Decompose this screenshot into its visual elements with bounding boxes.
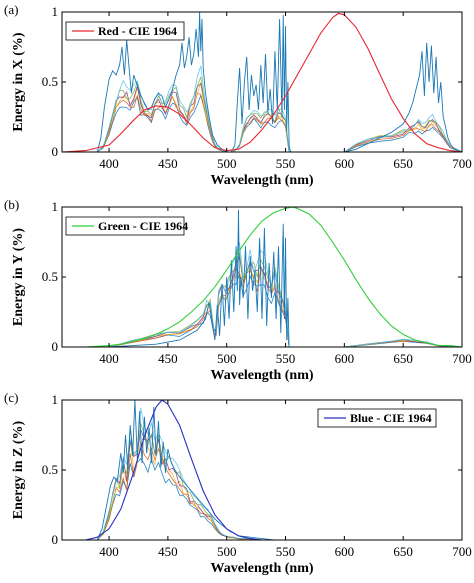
panel-2: 400 450 500 550 600 650 700 0 0.5 1 Wavelength (nm… xyxy=(4,197,472,383)
x-tick-label: 700 xyxy=(452,351,472,366)
x-axis-label: Wavelength (nm) xyxy=(210,368,313,383)
measured-spectrum-line-3 xyxy=(62,82,462,152)
x-tick-label: 600 xyxy=(335,544,355,559)
x-tick-label: 600 xyxy=(335,351,355,366)
plot-area xyxy=(62,399,462,540)
legend-entry: Blue - CIE 1964 xyxy=(350,411,432,425)
x-tick-label: 650 xyxy=(393,156,413,171)
x-tick-label: 500 xyxy=(217,156,237,171)
y-tick-label: 0.5 xyxy=(42,269,58,284)
x-tick-label: 700 xyxy=(452,544,472,559)
cie-reference-curve xyxy=(62,206,462,347)
x-tick-label: 400 xyxy=(99,544,119,559)
x-tick-label: 600 xyxy=(335,156,355,171)
plot-area xyxy=(62,11,462,152)
y-axis-label: Energy in Y (%) xyxy=(11,228,26,326)
y-tick-label: 0.5 xyxy=(42,74,58,89)
x-tick-label: 550 xyxy=(276,351,296,366)
x-tick-label: 450 xyxy=(158,544,178,559)
legend: Blue - CIE 1964 xyxy=(317,408,437,428)
legend-box xyxy=(317,408,437,428)
x-axis-label: Wavelength (nm) xyxy=(210,173,313,188)
legend-box xyxy=(65,21,185,41)
y-tick-label: 1 xyxy=(52,4,59,19)
legend-entry: Green - CIE 1964 xyxy=(98,219,188,233)
legend-entry: Red - CIE 1964 xyxy=(98,24,177,38)
measured-spectrum-line-5 xyxy=(62,252,462,347)
panel-3: 400 450 500 550 600 650 700 0 0.5 1 Wavelength (nm… xyxy=(4,390,472,576)
measured-spectrum-line-2 xyxy=(62,441,462,540)
cie-reference-curve xyxy=(62,12,462,152)
x-tick-label: 450 xyxy=(158,156,178,171)
cie-reference-curve xyxy=(62,399,462,540)
legend: Green - CIE 1964 xyxy=(65,216,188,236)
y-axis-label: Energy in X (%) xyxy=(11,32,26,132)
x-tick-label: 550 xyxy=(276,156,296,171)
x-tick-label: 650 xyxy=(393,544,413,559)
y-axis-label: Energy in Z (%) xyxy=(11,420,26,519)
x-tick-label: 400 xyxy=(99,351,119,366)
x-tick-label: 450 xyxy=(158,351,178,366)
measured-spectrum-line-6 xyxy=(62,242,462,347)
y-tick-label: 1 xyxy=(52,199,59,214)
legend-box xyxy=(65,216,185,236)
x-tick-label: 700 xyxy=(452,156,472,171)
plot-area xyxy=(62,206,462,347)
measured-spectrum-line-4 xyxy=(62,82,462,152)
peak-spectrum-line xyxy=(62,399,462,540)
y-tick-label: 0 xyxy=(52,144,59,159)
panel-1: 400 450 500 550 600 650 700 0 0.5 1 Wavelength (nm… xyxy=(4,2,472,188)
x-tick-label: 500 xyxy=(217,351,237,366)
measured-spectrum-line-2 xyxy=(62,92,462,152)
peak-spectrum-line xyxy=(62,209,462,347)
measured-spectrum-line-6 xyxy=(62,407,462,540)
x-tick-label: 550 xyxy=(276,544,296,559)
measured-spectrum-line-1 xyxy=(62,94,462,152)
y-tick-label: 0.5 xyxy=(42,462,58,477)
x-axis-label: Wavelength (nm) xyxy=(210,561,313,576)
measured-spectrum-line-3 xyxy=(62,436,462,540)
x-tick-label: 650 xyxy=(393,351,413,366)
y-tick-label: 0 xyxy=(52,532,59,547)
panel-label: (b) xyxy=(4,197,19,212)
x-tick-label: 400 xyxy=(99,156,119,171)
legend: Red - CIE 1964 xyxy=(65,21,185,41)
y-tick-label: 1 xyxy=(52,392,59,407)
y-tick-label: 0 xyxy=(52,339,59,354)
peak-spectrum-line xyxy=(62,11,462,152)
panel-label: (a) xyxy=(4,2,18,17)
panel-label: (c) xyxy=(4,390,18,405)
x-tick-label: 500 xyxy=(217,544,237,559)
